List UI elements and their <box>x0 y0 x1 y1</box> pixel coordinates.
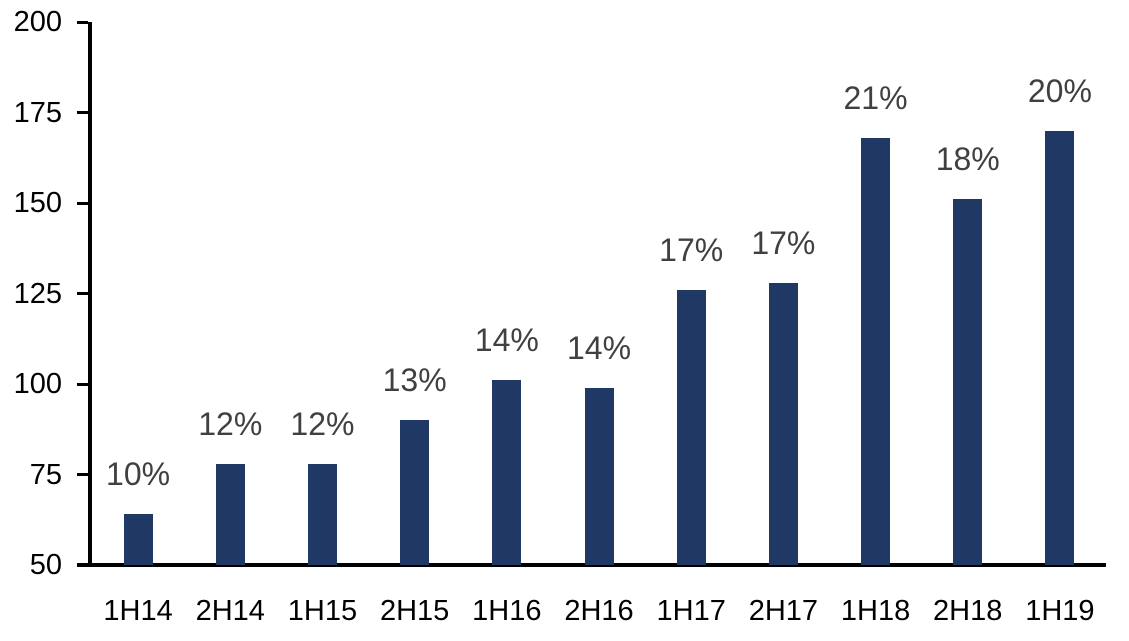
bar-value-label: 14% <box>566 329 632 366</box>
x-category-label: 2H18 <box>933 595 1003 627</box>
x-category-label: 1H14 <box>103 595 173 627</box>
bar-value-label: 17% <box>751 224 816 261</box>
y-axis-tick <box>77 201 88 205</box>
bar-value-label: 13% <box>382 362 447 399</box>
x-category-label: 2H16 <box>564 595 634 627</box>
y-axis-line <box>88 22 92 567</box>
bar-value-label: 12% <box>198 405 263 442</box>
y-axis-tick-label: 200 <box>13 6 62 38</box>
y-axis-tick <box>77 473 88 476</box>
bar <box>861 137 891 565</box>
x-category-label: 2H15 <box>379 595 450 627</box>
y-axis-tick-label: 75 <box>29 458 62 491</box>
x-category-label: 1H15 <box>287 595 358 627</box>
y-axis-tick-label: 100 <box>13 368 62 400</box>
bar-value-label: 12% <box>290 405 355 442</box>
bar-value-label: 18% <box>935 141 1000 178</box>
y-axis-tick <box>77 563 88 567</box>
bar <box>953 199 983 565</box>
x-axis-line <box>77 563 1106 567</box>
bar <box>307 463 337 565</box>
bar <box>215 463 245 565</box>
y-axis-tick <box>77 292 88 295</box>
bar <box>584 387 614 565</box>
bar <box>676 289 706 565</box>
bar-value-label: 21% <box>843 79 908 116</box>
x-category-label: 2H14 <box>195 595 265 627</box>
bar <box>400 420 430 565</box>
y-axis-tick <box>77 111 88 114</box>
y-axis-tick <box>77 382 88 386</box>
y-axis-tick-label: 175 <box>13 96 62 129</box>
y-axis-tick <box>77 20 88 24</box>
y-axis-tick-label: 150 <box>13 187 62 219</box>
bar-value-label: 14% <box>474 322 539 359</box>
bar <box>1045 130 1075 565</box>
y-axis-tick-label: 50 <box>29 549 62 581</box>
bar <box>123 514 153 565</box>
bar <box>492 380 522 565</box>
x-category-label: 1H19 <box>1025 595 1095 627</box>
bar-value-label: 20% <box>1027 72 1092 109</box>
x-category-label: 2H17 <box>748 595 819 627</box>
bar <box>768 282 798 565</box>
x-category-label: 1H17 <box>656 595 726 627</box>
bar-value-label: 10% <box>106 456 171 493</box>
y-axis-tick-label: 125 <box>13 277 62 310</box>
x-category-label: 1H18 <box>840 595 911 627</box>
x-category-label: 1H16 <box>472 595 542 627</box>
bar-value-label: 17% <box>659 231 724 268</box>
